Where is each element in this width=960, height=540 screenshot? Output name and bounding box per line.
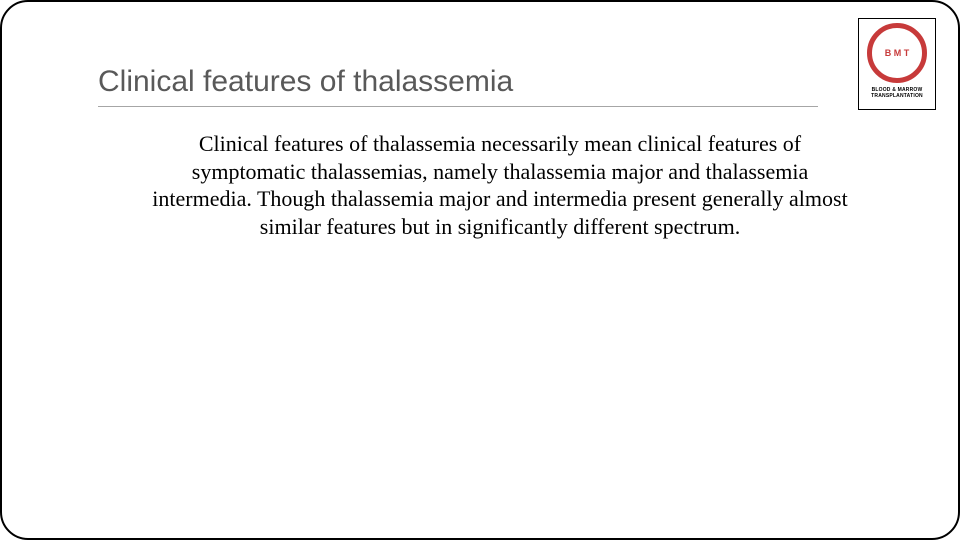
- logo-ring: B M T: [867, 23, 927, 83]
- institution-logo: B M T BLOOD & MARROW TRANSPLANTATION: [858, 18, 936, 110]
- slide-body-text: Clinical features of thalassemia necessa…: [140, 130, 860, 240]
- slide-title: Clinical features of thalassemia: [98, 64, 818, 107]
- logo-caption: BLOOD & MARROW TRANSPLANTATION: [859, 87, 935, 99]
- slide-frame: B M T BLOOD & MARROW TRANSPLANTATION Cli…: [0, 0, 960, 540]
- logo-inner-text: B M T: [885, 49, 910, 58]
- title-container: Clinical features of thalassemia: [98, 64, 818, 107]
